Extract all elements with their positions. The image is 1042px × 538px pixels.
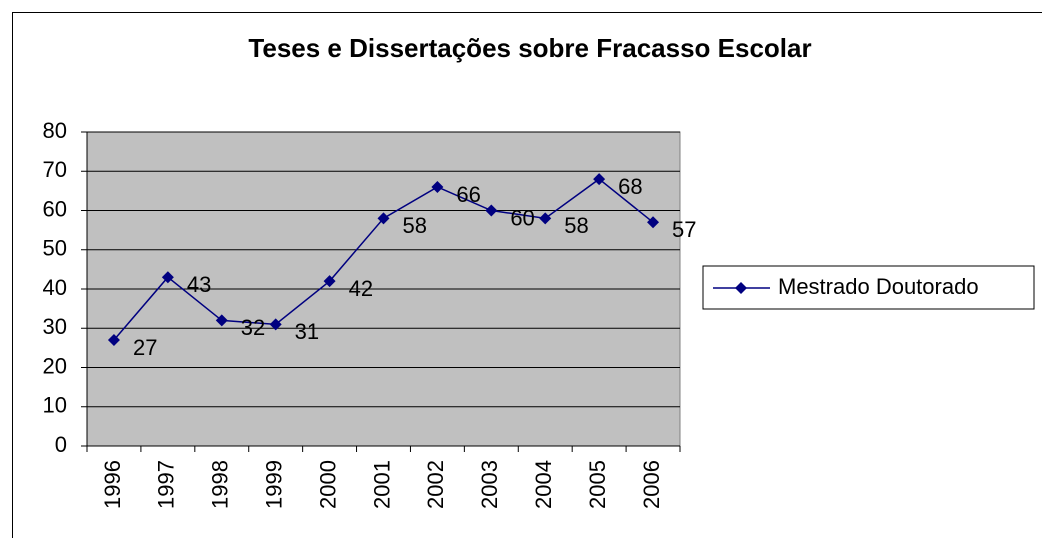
y-tick-label: 0: [55, 432, 67, 457]
x-tick-label: 1998: [208, 460, 233, 509]
marker: [431, 180, 444, 193]
x-tick-label: 1996: [100, 460, 125, 509]
data-label: 32: [241, 315, 265, 340]
data-label: 58: [564, 213, 588, 238]
x-tick-label: 2000: [315, 460, 340, 509]
chart-title: Teses e Dissertações sobre Fracasso Esco…: [248, 33, 811, 63]
marker: [377, 212, 390, 225]
data-label: 42: [349, 276, 373, 301]
x-tick-label: 2004: [531, 460, 556, 509]
marker: [593, 173, 606, 186]
x-tick-label: 2006: [639, 460, 664, 509]
y-tick-label: 20: [43, 353, 67, 378]
x-tick-label: 2002: [423, 460, 448, 509]
data-label: 27: [133, 335, 157, 360]
data-label: 68: [618, 174, 642, 199]
y-tick-label: 80: [43, 118, 67, 143]
y-tick-label: 40: [43, 275, 67, 300]
y-tick-label: 70: [43, 157, 67, 182]
legend-label: Mestrado Doutorado: [778, 274, 979, 299]
x-tick-label: 1999: [261, 460, 286, 509]
y-tick-label: 50: [43, 236, 67, 261]
data-label: 57: [672, 217, 696, 242]
y-tick-label: 30: [43, 314, 67, 339]
marker: [323, 275, 336, 288]
data-label: 66: [456, 182, 480, 207]
marker: [485, 204, 498, 217]
legend-marker: [735, 282, 747, 294]
marker: [215, 314, 228, 327]
x-tick-label: 2005: [585, 460, 610, 509]
x-tick-label: 2003: [477, 460, 502, 509]
marker: [269, 318, 282, 331]
data-label: 60: [510, 205, 534, 230]
data-label: 31: [295, 319, 319, 344]
x-tick-label: 2001: [369, 460, 394, 509]
y-tick-label: 60: [43, 196, 67, 221]
marker: [107, 334, 120, 347]
data-label: 58: [403, 213, 427, 238]
marker: [161, 271, 174, 284]
data-label: 43: [187, 272, 211, 297]
x-tick-label: 1997: [154, 460, 179, 509]
marker: [539, 212, 552, 225]
marker: [647, 216, 660, 229]
y-tick-label: 10: [43, 393, 67, 418]
